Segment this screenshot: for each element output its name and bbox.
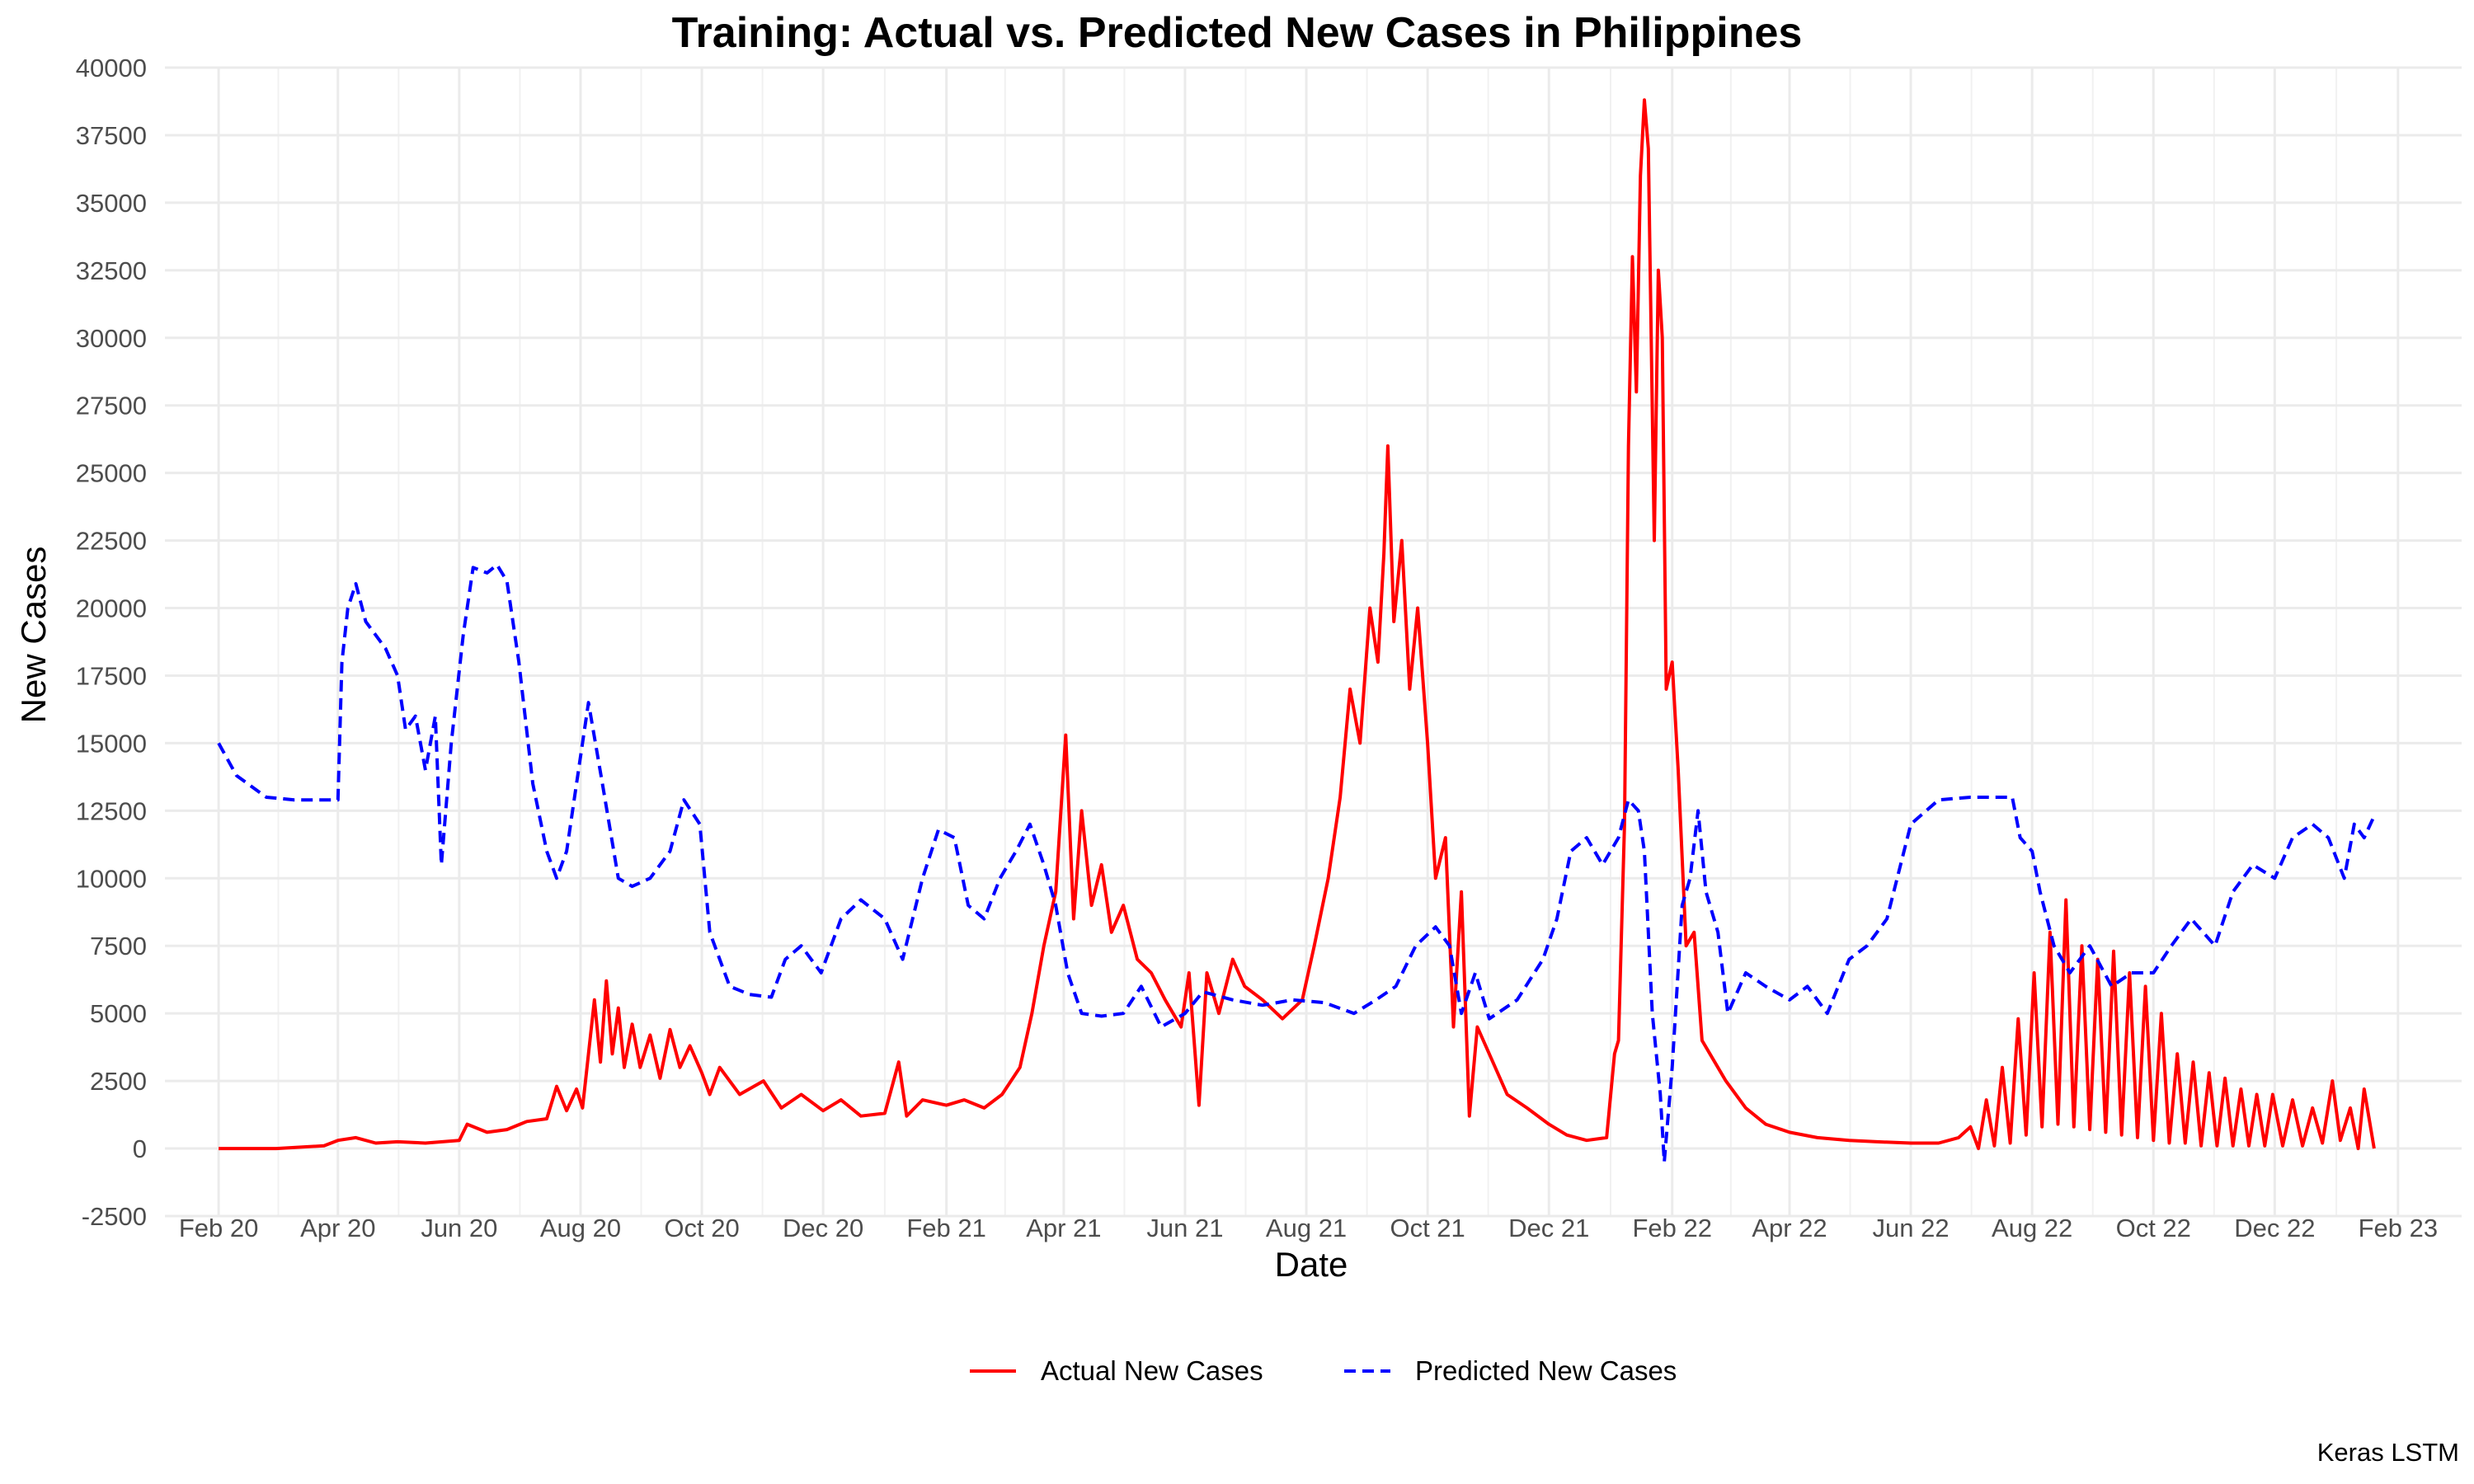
tick-layer: -2500 0 2500 5000 7500 10000 12500 15000 17500 20… — [76, 54, 2438, 1242]
x-tick-label: Feb 20 — [179, 1214, 259, 1242]
x-axis-label: Date — [1275, 1245, 1348, 1284]
legend-item-actual: Actual New Cases — [970, 1355, 1263, 1386]
y-tick-label: 25000 — [76, 459, 147, 488]
y-tick-label: 12500 — [76, 796, 147, 825]
x-tick-label: Oct 21 — [1390, 1214, 1465, 1242]
chart-caption: Keras LSTM — [2316, 1438, 2459, 1467]
x-tick-label: Aug 20 — [540, 1214, 621, 1242]
y-tick-label: 15000 — [76, 729, 147, 758]
y-tick-label: 5000 — [90, 999, 147, 1028]
series-line-predicted — [217, 563, 2376, 1164]
y-tick-label: 10000 — [76, 864, 147, 893]
x-tick-label: Dec 21 — [1508, 1214, 1589, 1242]
y-tick-label: 0 — [133, 1134, 147, 1163]
x-tick-label: Jun 22 — [1873, 1214, 1950, 1242]
x-tick-label: Apr 20 — [300, 1214, 375, 1242]
x-tick-label: Aug 21 — [1266, 1214, 1347, 1242]
y-tick-label: -2500 — [82, 1202, 147, 1231]
x-tick-label: Jun 21 — [1146, 1214, 1223, 1242]
x-tick-label: Dec 20 — [783, 1214, 863, 1242]
x-tick-label: Apr 22 — [1752, 1214, 1827, 1242]
y-tick-label: 7500 — [90, 932, 147, 960]
x-tick-label: Feb 23 — [2359, 1214, 2439, 1242]
y-tick-label: 17500 — [76, 661, 147, 690]
chart-title: Training: Actual vs. Predicted New Cases… — [671, 9, 1803, 57]
y-tick-label: 27500 — [76, 392, 147, 420]
x-tick-label: Apr 21 — [1026, 1214, 1101, 1242]
y-tick-label: 20000 — [76, 594, 147, 623]
x-tick-label: Feb 22 — [1632, 1214, 1712, 1242]
y-tick-label: 30000 — [76, 324, 147, 353]
legend-label: Predicted New Cases — [1415, 1355, 1677, 1386]
x-tick-label: Dec 22 — [2234, 1214, 2315, 1242]
legend-label: Actual New Cases — [1041, 1355, 1263, 1386]
x-tick-label: Jun 20 — [421, 1214, 497, 1242]
y-tick-label: 32500 — [76, 256, 147, 285]
y-tick-label: 40000 — [76, 54, 147, 82]
x-tick-label: Aug 22 — [1992, 1214, 2072, 1242]
y-tick-label: 35000 — [76, 189, 147, 218]
y-axis-label: New Cases — [14, 547, 53, 724]
x-tick-label: Oct 20 — [664, 1214, 739, 1242]
y-tick-label: 37500 — [76, 121, 147, 150]
series-line-actual — [219, 98, 2376, 1151]
x-tick-label: Oct 22 — [2116, 1214, 2191, 1242]
legend: Actual New Cases Predicted New Cases — [970, 1355, 1677, 1386]
y-tick-label: 2500 — [90, 1067, 147, 1096]
y-tick-label: 22500 — [76, 527, 147, 556]
legend-item-predicted: Predicted New Cases — [1344, 1355, 1677, 1386]
series-layer — [217, 98, 2376, 1164]
x-tick-label: Feb 21 — [906, 1214, 986, 1242]
